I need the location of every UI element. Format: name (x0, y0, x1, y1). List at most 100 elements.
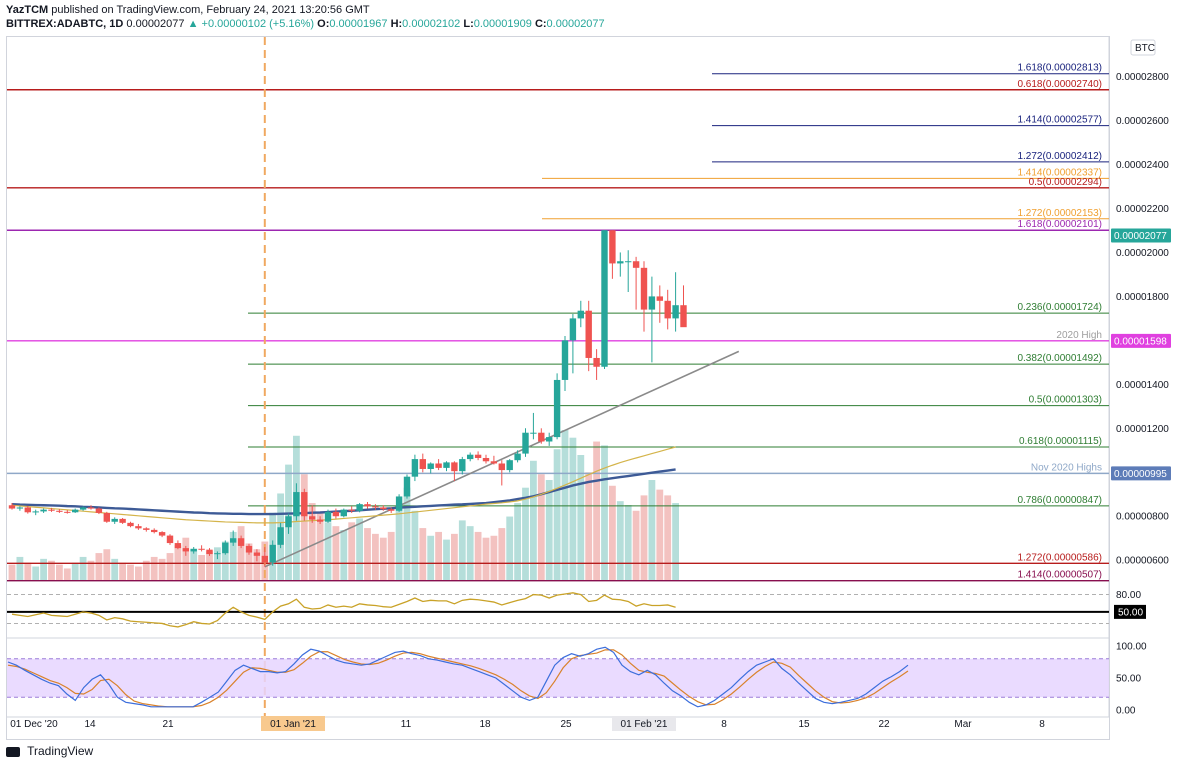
volume-bar (324, 522, 332, 580)
x-axis-label: 14 (84, 719, 96, 730)
volume-bar (245, 543, 253, 580)
volume-bar (16, 556, 24, 580)
volume-bar (8, 564, 16, 580)
candle-body (182, 548, 189, 552)
volume-bar (142, 560, 150, 580)
volume-bar (553, 449, 561, 580)
volume-bar (482, 537, 490, 580)
candle-body (625, 261, 632, 263)
candle-body (561, 340, 569, 380)
candle-body (48, 509, 55, 511)
candle-body (40, 509, 47, 512)
candle-body (522, 432, 529, 454)
candle-body (166, 535, 174, 544)
volume-bar (95, 553, 103, 580)
candle-body (538, 432, 545, 442)
candle-body (648, 296, 656, 310)
x-axis-label: Mar (954, 719, 972, 730)
volume-bar (158, 558, 166, 580)
volume-bar (364, 528, 371, 580)
trendline (264, 350, 740, 568)
fib-level-label: 0.618(0.00001115) (1019, 436, 1102, 447)
candle-body (32, 511, 39, 513)
volume-bar (103, 549, 111, 580)
candle-body (443, 462, 450, 468)
price-label-badge (1111, 228, 1171, 243)
brand-name[interactable]: TradingView (27, 744, 94, 758)
rsi-axis-tick: 80.00 (1116, 590, 1141, 601)
chart-canvas[interactable]: 1.618(0.00002813) 0.618(0.00002740) 1.414(… (0, 0, 1185, 745)
candle-body (348, 509, 355, 511)
x-axis-highlight (612, 716, 676, 731)
candle-body (340, 509, 347, 517)
volume-bar (316, 512, 324, 580)
x-axis-label: 01 Dec '20 (10, 719, 58, 730)
x-axis-label: 18 (479, 719, 491, 730)
candle-body (585, 310, 592, 358)
candle-body (103, 512, 110, 522)
volume-bar (466, 526, 474, 580)
fib-level-label: 0.618(0.00002740) (1017, 79, 1102, 90)
candle-body (143, 528, 150, 530)
price-axis-tick: 0.00000800 (1116, 512, 1169, 523)
price-axis-tick: 0.00002200 (1116, 204, 1169, 215)
volume-bar (111, 558, 119, 580)
volume-bar (451, 533, 458, 580)
rsi-line (11, 592, 676, 628)
volume-bar (182, 537, 190, 580)
author-name[interactable]: YazTCM (6, 4, 49, 16)
volume-bar (474, 531, 482, 580)
rsi-axis-tick: 50.00 (1118, 607, 1143, 618)
fib-level-label: 2020 High (1056, 330, 1102, 341)
candle-body (609, 230, 616, 264)
price-label-text: 0.00002077 (1114, 231, 1167, 242)
volume-bar (656, 489, 664, 580)
price-label-badge (1111, 466, 1171, 481)
volume-bar (79, 556, 87, 580)
volume-bar (395, 506, 403, 580)
symbol-line: BITTREX:ADABTC, 1D 0.00002077 ▲ +0.00000… (6, 17, 605, 31)
candle-body (372, 506, 379, 508)
high-label: H: (390, 18, 403, 30)
volume-bar (372, 533, 379, 580)
volume-bar (530, 460, 537, 580)
candle-body (593, 357, 600, 367)
candle-body (95, 508, 103, 513)
symbol-label[interactable]: BITTREX:ADABTC, 1D (6, 18, 124, 30)
volume-bar (514, 503, 521, 580)
price-axis-tick: 0.00002800 (1116, 72, 1169, 83)
volume-bar (419, 528, 427, 580)
x-axis-label: 11 (401, 719, 412, 730)
high-value: 0.00002102 (402, 18, 461, 30)
price-label-badge (1111, 333, 1171, 348)
open-value: 0.00001967 (329, 18, 388, 30)
x-axis-label: 25 (560, 719, 572, 730)
tradingview-logo-icon (6, 746, 20, 757)
volume-bar (522, 487, 529, 580)
candle-body (530, 432, 537, 434)
candle-body (656, 296, 663, 301)
volume-bar (490, 535, 498, 580)
x-axis-label: 22 (878, 719, 890, 730)
volume-bar (672, 503, 679, 580)
stoch-k-line (7, 646, 909, 708)
volume-bar (332, 526, 340, 580)
close-value: 0.00002077 (546, 18, 605, 30)
candle-body (277, 527, 284, 545)
volume-bar (601, 445, 608, 580)
fib-level-label: 0.5(0.00002294) (1029, 177, 1102, 188)
price-label-text: 0.00000995 (1114, 469, 1167, 480)
candle-body (427, 463, 434, 469)
candle-body (87, 507, 95, 509)
volume-bar (24, 562, 32, 580)
moving-average-line (11, 446, 676, 524)
candle-body (474, 454, 482, 458)
rsi-level-badge (1114, 604, 1146, 619)
volume-bar (506, 516, 514, 580)
candle-body (72, 509, 79, 513)
volume-bar (206, 551, 213, 580)
price-axis-tick: 0.00002000 (1116, 248, 1169, 259)
candle-body (388, 509, 395, 511)
candle-body (206, 549, 213, 555)
candle-body (309, 516, 316, 520)
